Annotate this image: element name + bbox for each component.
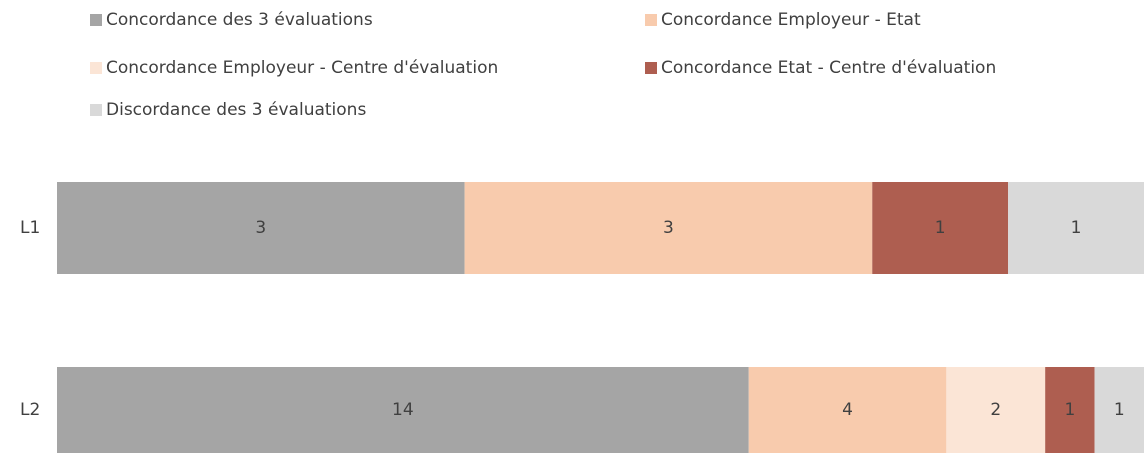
legend-swatch — [90, 104, 102, 116]
legend-label: Concordance Employeur - Etat — [661, 10, 921, 30]
bar-segment — [57, 367, 749, 453]
legend-label: Concordance des 3 évaluations — [106, 10, 373, 30]
legend-swatch — [90, 14, 102, 26]
y-tick-label: L1 — [20, 218, 40, 238]
bar-segment — [57, 182, 465, 274]
legend-swatch — [90, 62, 102, 74]
bar-segment — [1094, 367, 1144, 453]
y-tick-label: L2 — [20, 400, 40, 420]
bar-segment — [946, 367, 1046, 453]
data-label: 3 — [255, 218, 266, 238]
legend-swatch — [645, 62, 657, 74]
legend-label: Concordance Etat - Centre d'évaluation — [661, 58, 996, 78]
legend-label: Discordance des 3 évaluations — [106, 100, 366, 120]
bar-segment — [748, 367, 947, 453]
data-label: 1 — [1064, 400, 1075, 420]
data-label: 1 — [1071, 218, 1082, 238]
data-label: 1 — [935, 218, 946, 238]
legend-label: Concordance Employeur - Centre d'évaluat… — [106, 58, 498, 78]
legend-swatch — [645, 14, 657, 26]
data-label: 14 — [392, 400, 414, 420]
data-label: 1 — [1114, 400, 1125, 420]
bar-segment — [1008, 182, 1144, 274]
bar-segment — [1045, 367, 1095, 453]
bar-segment — [464, 182, 873, 274]
data-label: 2 — [990, 400, 1001, 420]
data-label: 3 — [663, 218, 674, 238]
data-label: 4 — [842, 400, 853, 420]
bar-segment — [872, 182, 1009, 274]
